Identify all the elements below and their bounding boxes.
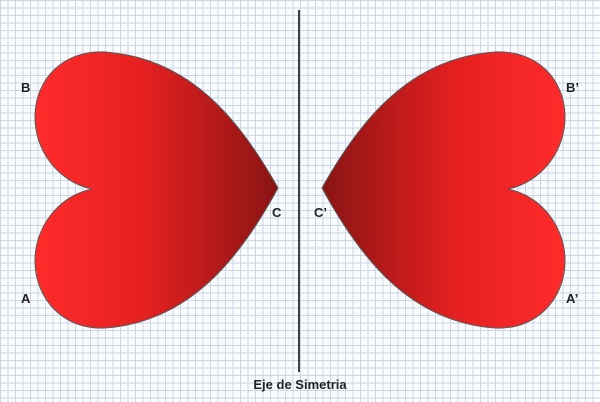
label-point-c-prime: C’ (314, 205, 327, 220)
reflected-heart (321, 51, 566, 329)
label-point-a-prime: A’ (566, 291, 579, 306)
reflected-heart-group (321, 51, 566, 329)
axis-label: Eje de Simetria (253, 377, 347, 392)
original-heart (34, 51, 279, 329)
label-point-c: C (272, 205, 282, 220)
label-point-b-prime: B’ (566, 80, 579, 95)
label-point-a: A (21, 291, 31, 306)
label-point-b: B (21, 80, 31, 95)
